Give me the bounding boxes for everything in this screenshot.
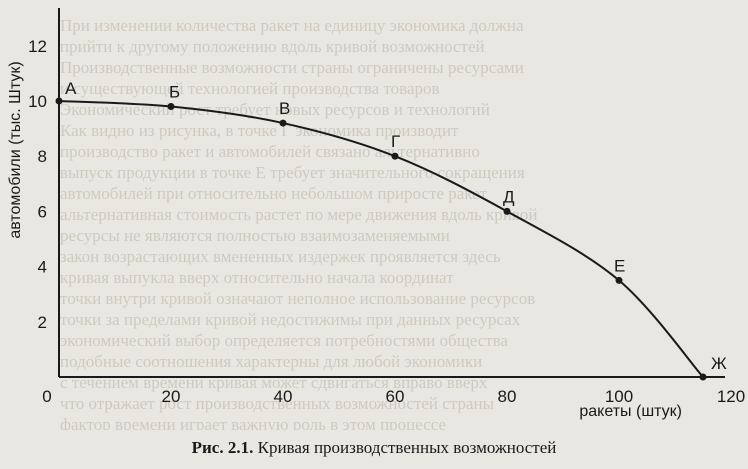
point-label: Е [614,256,625,275]
curve-point [615,276,623,284]
y-tick-label: 8 [38,147,47,166]
point-label: В [279,99,290,118]
x-tick-label: 20 [162,387,181,406]
curve-point [167,103,175,111]
curve-point [279,119,287,127]
figure-caption: Рис. 2.1. Кривая производственных возмож… [0,438,748,458]
origin-label: 0 [42,387,51,406]
x-tick-label: 40 [274,387,293,406]
y-tick-labels: 2 4 6 8 10 12 [28,37,47,332]
curve-points: А Б В Г Д Е Ж [55,79,727,381]
ppf-curve [58,100,704,378]
point-label: Д [503,187,515,206]
figure-number: Рис. 2.1. [191,438,254,457]
point-label: А [65,79,77,98]
x-axis-title: ракеты (штук) [579,403,682,420]
axes [58,8,725,378]
x-tick-label: 60 [386,387,405,406]
y-tick-label: 12 [28,37,47,56]
x-tick-label: 80 [498,387,517,406]
x-tick-label: 100 [605,387,633,406]
curve-point [699,373,707,381]
y-tick-label: 4 [38,258,47,277]
curve-point [391,152,399,160]
production-possibilities-chart: 20 40 60 80 100 120 2 4 6 8 10 12 0 А Б В Г Д Е Ж ракеты… [7,8,746,420]
point-label: Г [391,132,400,151]
x-tick-labels: 20 40 60 80 100 120 [162,387,746,406]
y-tick-label: 10 [28,92,47,111]
y-tick-label: 2 [38,313,47,332]
y-axis-title: автомобили (тыс. Штук) [7,61,24,238]
y-tick-label: 6 [38,202,47,221]
point-label: Б [169,83,180,102]
figure-title: Кривая производственных возможностей [257,438,557,457]
point-label: Ж [711,354,727,373]
x-tick-label: 120 [717,387,745,406]
curve-point [55,97,63,105]
curve-point [503,207,511,215]
